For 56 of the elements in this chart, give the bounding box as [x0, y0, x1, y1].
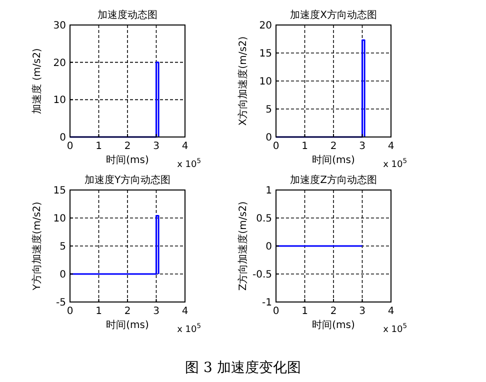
x-tick-label: 4: [182, 306, 188, 317]
x-tick-label: 1: [302, 141, 308, 152]
y-axis-title: Y方向加速度(m/s2): [31, 202, 43, 292]
x-axis-title: 时间(ms): [312, 319, 355, 331]
chart-title: 加速度Y方向动态图: [84, 174, 171, 186]
x-tick-label: 3: [153, 141, 160, 152]
x-tick-label: 2: [330, 306, 337, 317]
y-tick-label: 10: [53, 214, 66, 224]
y-tick-label: 20: [53, 58, 66, 69]
x-tick-label: 1: [96, 306, 102, 317]
y-tick-label: 15: [259, 48, 272, 60]
x-tick-label: 3: [153, 306, 160, 317]
caption: 图 3 加速度变化图: [185, 360, 301, 376]
x-tick-label: 0: [66, 306, 74, 317]
text: x 10$^{5}$: [383, 322, 407, 335]
x-tick-label: 1: [96, 141, 102, 152]
y-tick-label: -1: [262, 298, 272, 308]
text: x 10$^{5}$: [383, 157, 407, 170]
chart-title: 加速度X方向动态图: [290, 9, 377, 21]
y-axis-title: X方向加速度(m/s2): [237, 36, 249, 126]
y-tick-label: 0: [266, 242, 272, 252]
x-tick-label: 4: [388, 306, 394, 317]
x-tick-label: 0: [66, 141, 74, 152]
text: x 10$^{5}$: [177, 322, 201, 335]
y-tick-label: 20: [259, 20, 272, 32]
x-axis-title: 时间(ms): [312, 154, 355, 166]
y-axis-title: Z方向加速度(m/s2): [237, 201, 249, 291]
y-tick-label: -0.5: [252, 270, 272, 280]
x-tick-label: 0: [272, 141, 280, 152]
x-tick-label: 2: [124, 141, 131, 152]
x-tick-label: 0: [272, 306, 280, 317]
x-tick-label: 4: [182, 141, 188, 152]
y-tick-label: 0: [60, 270, 66, 280]
x-tick-label: 2: [330, 141, 337, 152]
y-tick-label: 5: [60, 242, 66, 252]
y-tick-label: 1: [266, 186, 272, 196]
x-tick-label: 3: [359, 141, 366, 152]
x-axis-title: 时间(ms): [106, 319, 149, 331]
x-tick-label: 1: [302, 306, 308, 317]
y-tick-label: 15: [53, 186, 66, 196]
chart-title: 加速度动态图: [98, 9, 158, 21]
y-tick-label: 0: [266, 132, 272, 144]
y-tick-label: 10: [53, 95, 66, 106]
x-tick-label: 2: [124, 306, 131, 317]
y-tick-label: -5: [56, 298, 66, 308]
x-tick-label: 3: [359, 306, 366, 317]
y-tick-label: 30: [53, 20, 66, 32]
y-tick-label: 0: [60, 132, 66, 144]
x-tick-label: 4: [388, 141, 394, 152]
text: x 10$^{5}$: [177, 157, 201, 170]
y-tick-label: 0.5: [256, 214, 272, 224]
y-axis-title: 加速度 (m/s2): [31, 48, 43, 114]
y-tick-label: 5: [266, 104, 272, 116]
chart-title: 加速度Z方向动态图: [290, 174, 377, 186]
x-axis-title: 时间(ms): [106, 154, 149, 166]
y-tick-label: 10: [259, 76, 272, 88]
